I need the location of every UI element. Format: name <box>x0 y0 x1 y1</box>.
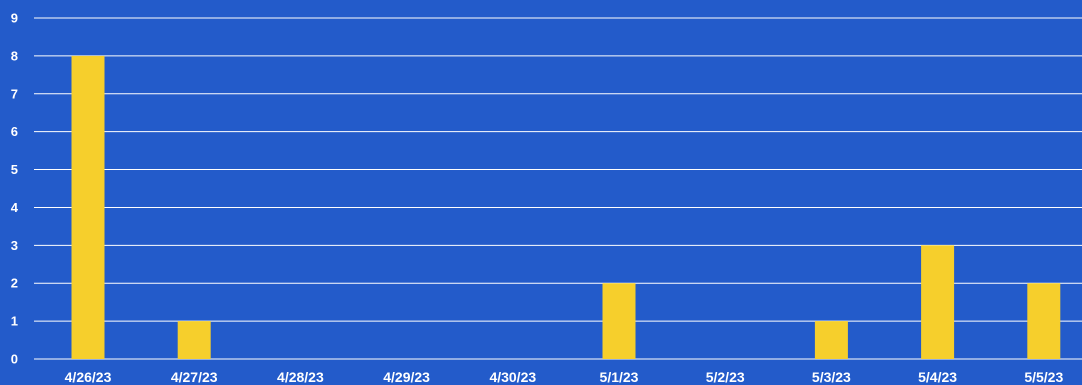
x-tick-label-5-5-23: 5/5/23 <box>1024 369 1063 385</box>
bar-5-4-23 <box>921 245 955 359</box>
y-tick-label-0: 0 <box>11 352 18 367</box>
x-tick-label-4-28-23: 4/28/23 <box>277 369 324 385</box>
bar-4-26-23 <box>71 55 105 360</box>
bar-4-27-23 <box>177 321 211 359</box>
y-tick-label-1: 1 <box>11 314 18 329</box>
y-tick-label-5: 5 <box>11 162 18 177</box>
x-tick-label-4-30-23: 4/30/23 <box>489 369 536 385</box>
bar-5-3-23 <box>814 321 848 359</box>
x-tick-label-5-4-23: 5/4/23 <box>918 369 957 385</box>
x-tick-label-4-27-23: 4/27/23 <box>171 369 218 385</box>
y-tick-label-7: 7 <box>11 86 18 101</box>
y-tick-label-9: 9 <box>11 11 18 26</box>
x-tick-label-5-3-23: 5/3/23 <box>812 369 851 385</box>
x-tick-label-4-29-23: 4/29/23 <box>383 369 430 385</box>
y-tick-label-3: 3 <box>11 238 18 253</box>
y-tick-label-8: 8 <box>11 48 18 63</box>
x-tick-label-4-26-23: 4/26/23 <box>65 369 112 385</box>
y-tick-label-4: 4 <box>11 200 19 215</box>
x-tick-label-5-1-23: 5/1/23 <box>600 369 639 385</box>
x-tick-label-5-2-23: 5/2/23 <box>706 369 745 385</box>
bar-5-5-23 <box>1027 283 1061 359</box>
y-tick-label-6: 6 <box>11 124 18 139</box>
y-tick-label-2: 2 <box>11 276 18 291</box>
bar-5-1-23 <box>602 283 636 359</box>
